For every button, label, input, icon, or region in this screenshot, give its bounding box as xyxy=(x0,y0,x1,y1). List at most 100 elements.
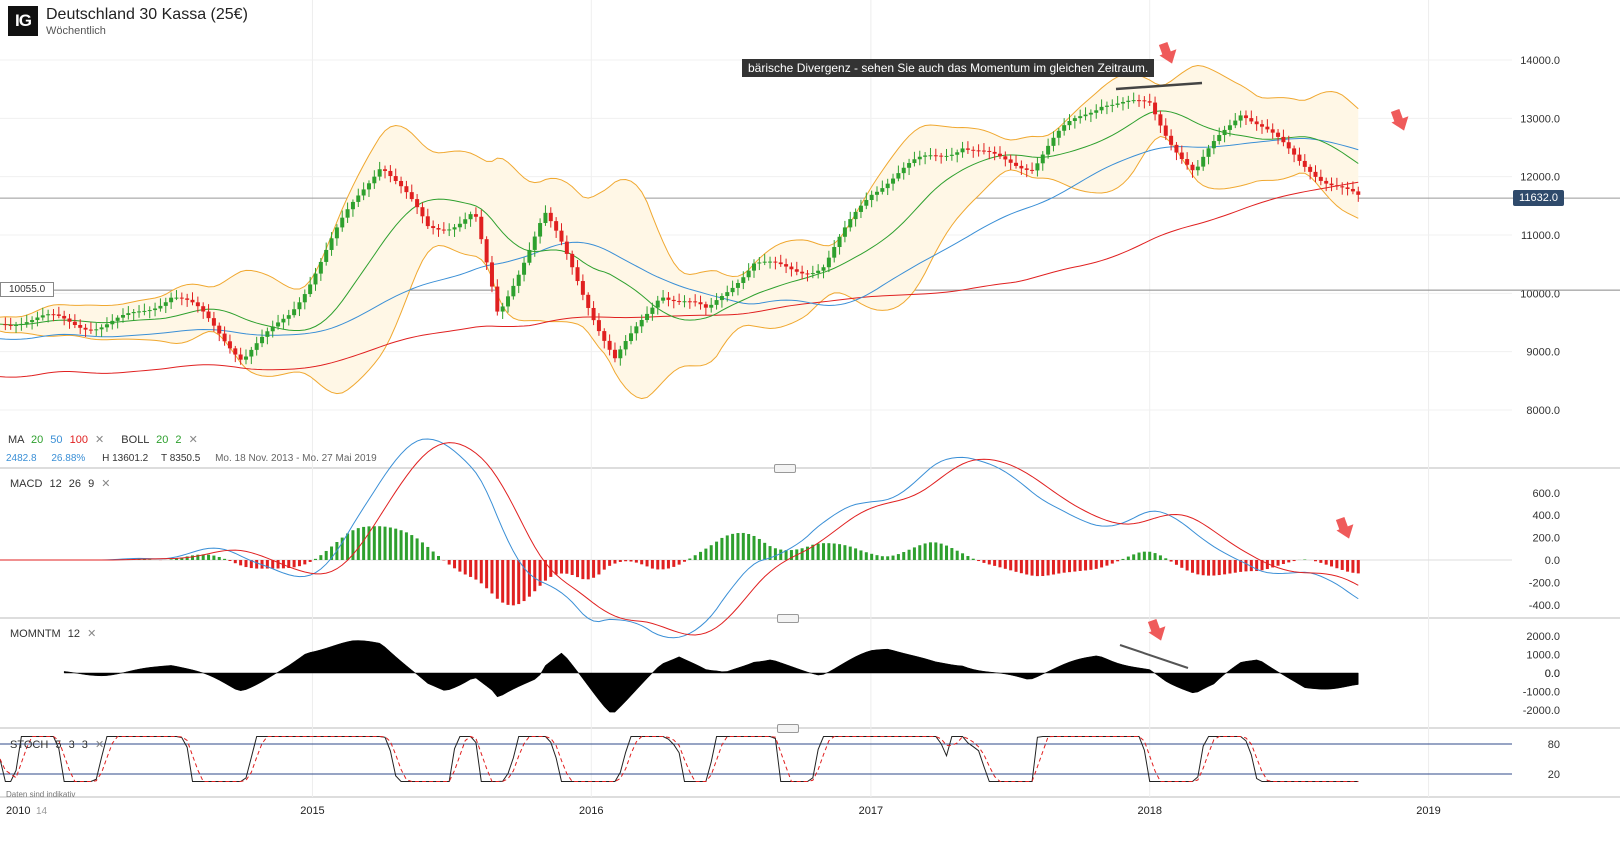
candle-body xyxy=(703,304,708,308)
macd-histogram-bar xyxy=(1078,560,1082,571)
macd-histogram-bar xyxy=(661,560,665,570)
macd-histogram-bar xyxy=(880,556,884,560)
candle-body xyxy=(981,150,986,152)
macd-histogram-bar xyxy=(613,560,617,564)
macd-histogram-bar xyxy=(1185,560,1189,571)
candle-body xyxy=(420,207,425,217)
candle-body xyxy=(340,217,345,228)
price-tick-label: 11000.0 xyxy=(1521,230,1560,242)
macd-histogram-bar xyxy=(859,550,863,560)
candle-body xyxy=(468,214,473,220)
macd-histogram-bar xyxy=(1324,560,1328,565)
macd-histogram-bar xyxy=(223,558,227,560)
candle-body xyxy=(623,341,628,350)
macd-histogram-bar xyxy=(1281,560,1285,564)
macd-histogram-bar xyxy=(495,560,499,599)
candle-body xyxy=(1110,104,1115,106)
candle-body xyxy=(40,315,45,318)
macd-histogram-bar xyxy=(1073,560,1077,572)
candle-body xyxy=(965,148,970,150)
macd-histogram-bar xyxy=(1030,560,1034,576)
macd-histogram-bar xyxy=(1019,560,1023,574)
stoch-close-icon[interactable]: ✕ xyxy=(94,739,105,751)
macd-histogram-bar xyxy=(1110,560,1114,564)
candle-body xyxy=(768,261,773,263)
panel-resize-handle[interactable] xyxy=(774,464,796,473)
macd-histogram-bar xyxy=(763,542,767,560)
candle-body xyxy=(1040,154,1045,164)
candle-body xyxy=(260,336,265,344)
macd-histogram-bar xyxy=(902,552,906,560)
panel-resize-handle[interactable] xyxy=(777,614,799,623)
macd-histogram-bar xyxy=(399,530,403,560)
candle-body xyxy=(24,322,29,324)
divergence-annotation: bärische Divergenz - sehen Sie auch das … xyxy=(742,59,1155,77)
macd-histogram-bar xyxy=(191,555,195,560)
stoch-k-line xyxy=(0,736,1359,782)
candle-body xyxy=(864,200,869,206)
macd-histogram-bar xyxy=(1153,553,1157,560)
candle-body xyxy=(880,188,885,192)
macd-histogram-bar xyxy=(907,549,911,560)
macd-histogram-bar xyxy=(875,555,879,560)
boll-close-icon[interactable]: ✕ xyxy=(188,434,198,446)
price-tick-label: 14000.0 xyxy=(1520,55,1560,67)
macd-histogram-bar xyxy=(431,551,435,560)
candle-body xyxy=(1046,145,1051,155)
panel-resize-handle[interactable] xyxy=(777,724,799,733)
macd-histogram-bar xyxy=(1148,551,1152,560)
candle-body xyxy=(1345,187,1350,189)
disclaimer: Daten sind indikativ xyxy=(6,790,76,799)
candle-body xyxy=(554,221,559,231)
momentum-close-icon[interactable]: ✕ xyxy=(87,628,97,640)
macd-histogram-bar xyxy=(463,560,467,575)
candle-body xyxy=(115,317,120,321)
candle-body xyxy=(1211,141,1216,149)
macd-tick-label: 0.0 xyxy=(1545,555,1560,567)
macd-histogram-bar xyxy=(287,560,291,568)
macd-close-icon[interactable]: ✕ xyxy=(101,478,111,490)
candle-body xyxy=(431,226,436,229)
horizontal-level-tag[interactable]: 10055.0 xyxy=(0,282,55,297)
macd-histogram-bar xyxy=(1094,560,1098,569)
candle-body xyxy=(1217,135,1222,142)
macd-tick-label: 600.0 xyxy=(1532,488,1560,500)
macd-histogram-bar xyxy=(1330,560,1334,567)
macd-histogram-bar xyxy=(1196,560,1200,575)
candle-body xyxy=(361,189,366,196)
momentum-tick-label: 1000.0 xyxy=(1526,650,1560,662)
macd-histogram-bar xyxy=(950,548,954,560)
candle-body xyxy=(709,304,714,308)
candle-body xyxy=(126,313,131,316)
macd-histogram-bar xyxy=(180,557,184,560)
macd-histogram-bar xyxy=(1041,560,1045,577)
candle-body xyxy=(388,170,393,177)
candle-body xyxy=(1281,136,1286,143)
candle-body xyxy=(1083,114,1088,117)
ma-close-icon[interactable]: ✕ xyxy=(95,434,105,446)
candle-body xyxy=(334,227,339,239)
macd-histogram-bar xyxy=(886,556,890,560)
macd-histogram-bar xyxy=(276,560,280,569)
macd-histogram-bar xyxy=(554,560,558,575)
candle-body xyxy=(1142,100,1147,102)
candle-body xyxy=(131,312,136,314)
candle-body xyxy=(874,191,879,195)
stats-percent: 26.88% xyxy=(51,453,86,464)
candle-body xyxy=(992,151,997,154)
macd-histogram-bar xyxy=(207,554,211,560)
price-tick-label: 8000.0 xyxy=(1526,405,1560,417)
candle-body xyxy=(1249,118,1254,122)
candle-body xyxy=(800,271,805,274)
macd-histogram-bar xyxy=(1201,560,1205,576)
candle-body xyxy=(1169,135,1174,145)
candle-body xyxy=(923,155,928,157)
macd-histogram-bar xyxy=(576,560,580,578)
candle-body xyxy=(479,216,484,240)
macd-fast: 12 xyxy=(49,478,62,490)
macd-histogram-bar xyxy=(356,528,360,560)
candle-body xyxy=(19,323,24,326)
candle-body xyxy=(848,219,853,228)
candle-body xyxy=(629,333,634,342)
